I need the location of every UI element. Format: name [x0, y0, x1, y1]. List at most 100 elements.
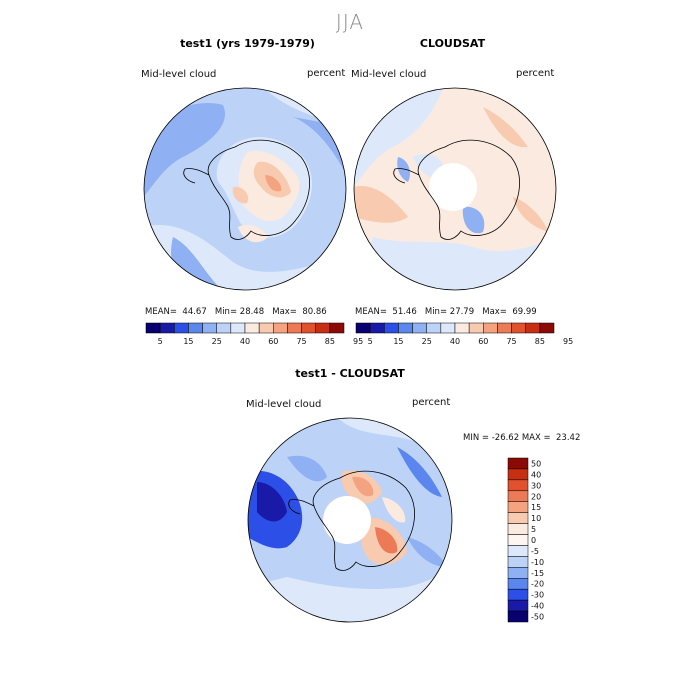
- colorbar-tick-label: 75: [506, 337, 516, 346]
- colorbar-swatch: [511, 322, 526, 334]
- colorbar-tick-label: -15: [531, 569, 544, 578]
- colorbar-tick-label: 95: [353, 337, 363, 346]
- colorbar-swatch: [258, 322, 274, 334]
- panel3-strong-blue-region: [257, 482, 287, 522]
- panel1-mean-value: 44.67: [182, 307, 207, 317]
- colorbar-tick-label: 60: [268, 337, 278, 346]
- colorbar-tick-label: 10: [531, 514, 541, 523]
- panel2-title: CLOUDSAT: [419, 37, 486, 50]
- panel3-coastline: [288, 470, 415, 571]
- colorbar-tick-label: -10: [531, 558, 544, 567]
- colorbar-tick-label: 5: [531, 525, 536, 534]
- colorbar-tick-label: 15: [393, 337, 403, 346]
- colorbar-swatch: [159, 322, 175, 334]
- colorbar-swatch: [188, 322, 203, 334]
- colorbar-swatch: [507, 610, 529, 623]
- colorbar-tick-label: -40: [531, 602, 544, 611]
- panel3-minmax: MIN = -26.62 MAX = 23.42: [463, 433, 581, 443]
- panel2-blue-region: [397, 157, 410, 182]
- colorbar-swatch: [145, 322, 161, 334]
- panel2-variable-label: Mid-level cloud: [351, 69, 427, 80]
- panel2-coastline: [393, 139, 520, 240]
- colorbar-swatch: [507, 567, 529, 579]
- colorbar-tick-label: 20: [531, 492, 541, 501]
- panel2-missing-data-pole: [429, 163, 477, 211]
- colorbar-swatch: [507, 599, 529, 612]
- panel2-max-label: Max=: [482, 307, 507, 317]
- panel2-min-label: Min=: [424, 307, 448, 317]
- colorbar-swatch: [329, 322, 345, 334]
- panel1-max-value: 80.86: [302, 307, 327, 317]
- panel2-warm-region: [354, 186, 408, 223]
- panel2-min-value: 27.79: [449, 307, 475, 317]
- panel1-variable-label: Mid-level cloud: [141, 69, 217, 80]
- colorbar-swatch: [398, 322, 413, 334]
- panel1-polar-map: [143, 87, 347, 291]
- colorbar-tick-label: 60: [478, 337, 488, 346]
- panel2-mean-label: MEAN=: [355, 307, 387, 317]
- colorbar-tick-label: -30: [531, 591, 544, 600]
- colorbar-swatch: [355, 322, 371, 334]
- panel3-variable-label: Mid-level cloud: [246, 399, 322, 410]
- panel3-blue-region: [397, 447, 442, 497]
- panel1-stats: MEAN= 44.67 Min= 28.48 Max= 80.86: [145, 307, 327, 317]
- panel1-min-value: 28.48: [239, 307, 265, 317]
- colorbar-swatch: [369, 322, 385, 334]
- colorbar-tick-label: 75: [296, 337, 306, 346]
- panel3-map-border: [247, 417, 453, 623]
- colorbar-swatch: [525, 322, 541, 334]
- panel2-blue-region: [462, 206, 485, 234]
- panel2-max-value: 69.99: [512, 307, 537, 317]
- colorbar-swatch: [202, 322, 217, 334]
- panel1-max-label: Max=: [272, 307, 297, 317]
- panel2-warm-region: [513, 197, 548, 232]
- colorbar-swatch: [468, 322, 484, 334]
- colorbar-swatch: [507, 512, 529, 524]
- colorbar-tick-label: 95: [563, 337, 573, 346]
- colorbar-tick-label: 25: [212, 337, 222, 346]
- colorbar-tick-label: 85: [535, 337, 545, 346]
- panel2-stats: MEAN= 51.46 Min= 27.79 Max= 69.99: [355, 307, 537, 317]
- colorbar-tick-label: 30: [531, 481, 541, 490]
- panel3-units-label: percent: [412, 397, 451, 408]
- colorbar-swatch: [507, 457, 529, 470]
- colorbar-tick-label: 40: [450, 337, 460, 346]
- panel1-mean-label: MEAN=: [145, 307, 177, 317]
- colorbar-tick-label: 85: [325, 337, 335, 346]
- colorbar-swatch: [287, 322, 302, 334]
- panel2-colorbar: 5 15 25 40 60 75 85 95: [355, 322, 573, 346]
- panel3-missing-data-pole: [323, 496, 371, 544]
- colorbar-tick-label: -5: [531, 547, 539, 556]
- colorbar-swatch: [507, 545, 529, 557]
- colorbar-swatch: [483, 322, 498, 334]
- colorbar-tick-label: 40: [240, 337, 250, 346]
- panel1-colorbar: 5 15 25 40 60 75 85 95: [145, 322, 363, 346]
- colorbar-swatch: [454, 322, 470, 334]
- panel2-map-border: [353, 87, 557, 291]
- panel1-warm-region: [265, 175, 282, 192]
- panel1-warm-region: [232, 186, 249, 204]
- panel3-warm-region: [375, 527, 398, 554]
- panel1-map-border: [143, 87, 347, 291]
- panel3-blue-region: [407, 537, 447, 567]
- panel2-mean-value: 51.46: [392, 307, 417, 317]
- colorbar-swatch: [440, 322, 456, 334]
- panel1-units-label: percent: [307, 68, 346, 79]
- colorbar-tick-label: 15: [531, 503, 541, 512]
- colorbar-swatch: [507, 490, 529, 502]
- colorbar-swatch: [507, 534, 529, 546]
- colorbar-swatch: [507, 479, 529, 492]
- colorbar-swatch: [507, 588, 529, 601]
- panel1-coastline: [183, 139, 310, 240]
- colorbar-swatch: [230, 322, 246, 334]
- panel3-warm-region: [352, 476, 374, 497]
- colorbar-tick-label: 5: [158, 337, 163, 346]
- colorbar-swatch: [507, 578, 529, 590]
- panel3-polar-map: [247, 417, 453, 623]
- colorbar-tick-label: 0: [531, 536, 536, 545]
- colorbar-swatch: [244, 322, 260, 334]
- colorbar-swatch: [412, 322, 427, 334]
- colorbar-swatch: [273, 322, 288, 334]
- colorbar-swatch: [539, 322, 555, 334]
